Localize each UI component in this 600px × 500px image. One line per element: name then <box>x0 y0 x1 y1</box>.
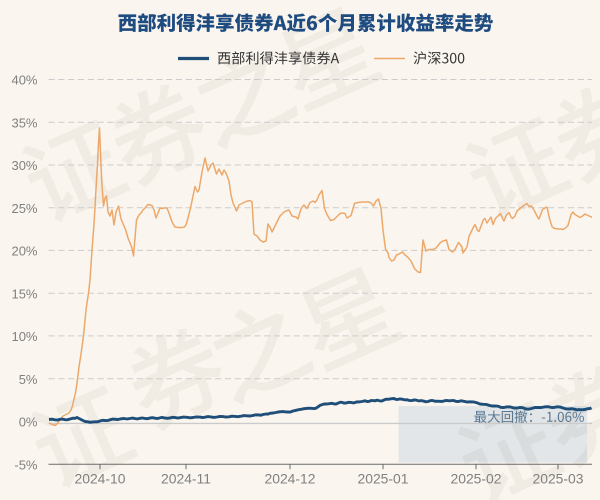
svg-text:2024-12: 2024-12 <box>265 470 316 486</box>
svg-text:30%: 30% <box>11 158 37 173</box>
svg-text:35%: 35% <box>11 115 37 130</box>
svg-text:15%: 15% <box>11 286 37 301</box>
svg-text:-5%: -5% <box>14 457 38 472</box>
svg-text:2024-11: 2024-11 <box>161 470 211 486</box>
svg-text:20%: 20% <box>11 244 37 259</box>
svg-text:25%: 25% <box>11 201 37 216</box>
svg-text:10%: 10% <box>11 329 37 344</box>
svg-text:2025-01: 2025-01 <box>358 470 409 486</box>
svg-text:2025-02: 2025-02 <box>451 470 502 486</box>
svg-text:0%: 0% <box>19 415 38 430</box>
svg-text:5%: 5% <box>19 372 38 387</box>
svg-text:40%: 40% <box>11 73 37 88</box>
svg-text:2024-10: 2024-10 <box>75 470 126 486</box>
svg-text:2025-03: 2025-03 <box>533 470 584 486</box>
